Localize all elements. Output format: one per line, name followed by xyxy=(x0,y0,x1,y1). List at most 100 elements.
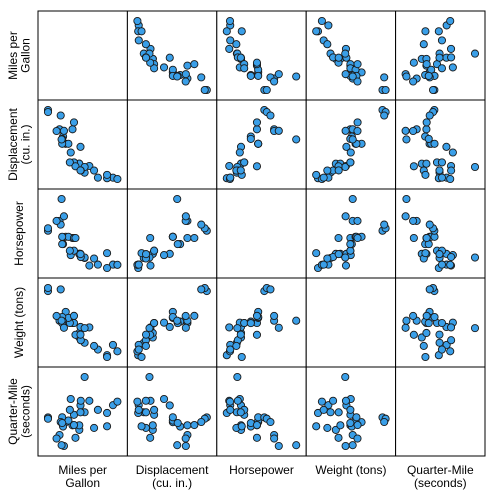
data-point xyxy=(103,422,112,431)
cell-qsec-vs-disp xyxy=(126,366,218,457)
data-point xyxy=(341,441,350,451)
data-point xyxy=(409,126,418,136)
data-point xyxy=(346,158,355,167)
data-point xyxy=(57,441,66,450)
data-point xyxy=(353,434,362,443)
data-point xyxy=(56,111,65,120)
data-point xyxy=(150,318,159,328)
cell-disp-vs-disp xyxy=(126,99,218,190)
data-point xyxy=(380,417,389,427)
data-point xyxy=(437,173,447,182)
data-point xyxy=(90,254,99,263)
data-point xyxy=(323,423,332,432)
cell-frame xyxy=(395,366,486,457)
data-point xyxy=(430,312,439,322)
row-label-wt: Weight (tons) xyxy=(12,287,26,358)
data-point xyxy=(437,318,447,328)
data-point xyxy=(237,27,246,36)
data-point xyxy=(292,72,301,81)
column-label-line: Quarter-Mile xyxy=(407,463,474,477)
data-point xyxy=(80,324,89,333)
data-point xyxy=(65,246,74,255)
data-point xyxy=(222,27,231,36)
data-point xyxy=(346,148,355,157)
data-point xyxy=(71,233,80,243)
cell-disp-vs-wt xyxy=(305,99,397,190)
row-label-line: Miles per xyxy=(6,31,20,80)
data-point xyxy=(424,319,433,328)
matrix-cells xyxy=(37,10,486,457)
data-point xyxy=(76,330,85,339)
data-point xyxy=(181,70,190,79)
data-point xyxy=(145,372,154,382)
data-point xyxy=(237,422,246,431)
data-point xyxy=(317,397,326,406)
data-point xyxy=(312,422,321,431)
data-point xyxy=(85,396,94,405)
data-point xyxy=(90,166,99,175)
data-point xyxy=(52,434,61,443)
data-point xyxy=(141,53,151,62)
data-point xyxy=(422,233,431,243)
data-point xyxy=(447,336,456,345)
data-point xyxy=(141,341,150,350)
data-point xyxy=(58,232,67,241)
data-point xyxy=(353,233,362,243)
data-point xyxy=(181,311,190,321)
data-point xyxy=(437,260,447,269)
data-point xyxy=(346,418,355,428)
data-point xyxy=(254,139,263,148)
data-point xyxy=(409,162,418,171)
data-point xyxy=(447,53,456,62)
data-point xyxy=(341,372,350,382)
data-point xyxy=(232,341,241,350)
column-label-qsec: Quarter-Mile (seconds) xyxy=(407,463,474,490)
data-point xyxy=(252,420,262,430)
data-point xyxy=(252,118,262,127)
data-point xyxy=(421,249,430,258)
data-point xyxy=(246,134,255,143)
data-point xyxy=(435,250,444,259)
data-point xyxy=(252,162,262,171)
data-point xyxy=(317,16,326,26)
data-point xyxy=(341,253,350,262)
data-point xyxy=(103,352,112,362)
data-point xyxy=(150,405,159,414)
cell-hp-vs-qsec xyxy=(395,188,486,279)
data-point xyxy=(133,16,142,26)
data-point xyxy=(422,60,431,69)
data-point xyxy=(380,73,389,82)
data-point xyxy=(113,174,122,184)
data-point xyxy=(150,64,159,73)
cell-frame xyxy=(305,277,397,368)
data-point xyxy=(103,263,112,273)
data-point xyxy=(141,250,151,259)
data-point xyxy=(252,433,262,442)
data-point xyxy=(430,139,439,148)
data-point xyxy=(236,166,245,175)
data-point xyxy=(225,397,235,406)
data-point xyxy=(233,324,242,333)
cell-mpg-vs-hp xyxy=(216,10,307,101)
data-point xyxy=(173,240,182,249)
data-point xyxy=(326,408,335,417)
data-point xyxy=(334,433,343,442)
data-point xyxy=(141,396,150,405)
data-point xyxy=(409,330,418,339)
data-point xyxy=(470,49,480,58)
data-point xyxy=(190,60,199,69)
data-point xyxy=(346,240,355,249)
cell-mpg-vs-qsec xyxy=(395,10,486,101)
data-point xyxy=(442,142,451,151)
data-point xyxy=(181,441,190,451)
data-point xyxy=(270,311,279,321)
data-point xyxy=(341,70,350,79)
column-label-mpg: Miles per Gallon xyxy=(58,463,107,490)
data-point xyxy=(422,125,431,134)
data-point xyxy=(181,77,190,86)
data-point xyxy=(134,260,143,269)
cell-frame xyxy=(305,10,397,101)
data-point xyxy=(233,396,242,405)
data-point xyxy=(240,158,249,167)
data-point xyxy=(181,323,190,332)
